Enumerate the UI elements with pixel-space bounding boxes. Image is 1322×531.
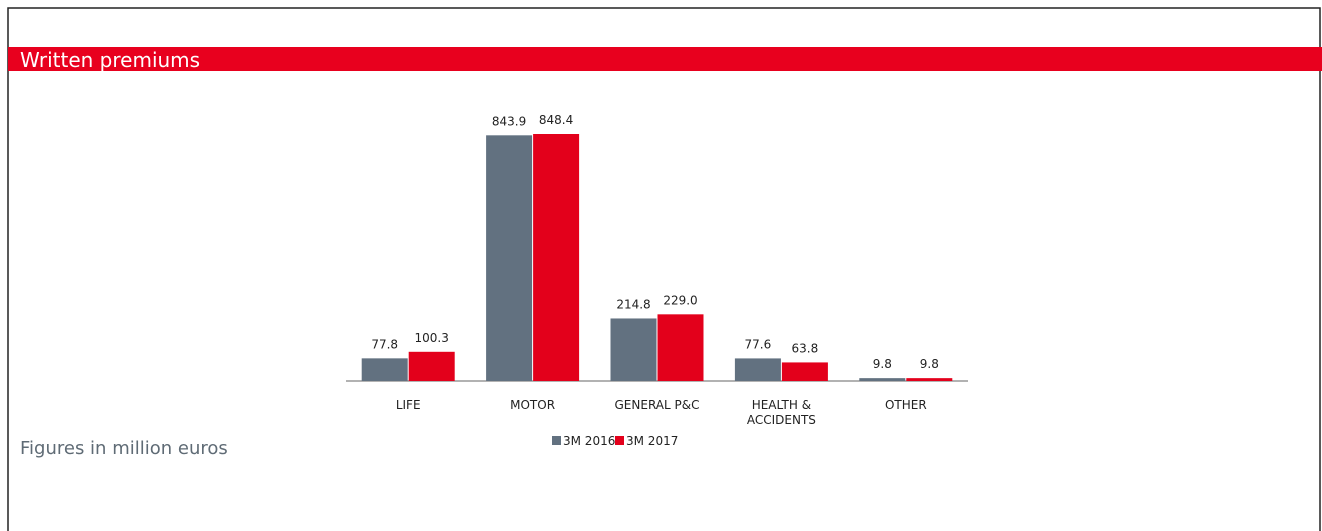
x-tick-label: HEALTH & ACCIDENTS (746, 398, 816, 427)
legend-label: 3M 2016 (563, 434, 615, 448)
data-label: 229.0 (663, 293, 697, 307)
bar (361, 358, 408, 381)
x-tick-label: GENERAL P&C (614, 398, 700, 412)
data-label: 77.8 (371, 337, 398, 351)
title-band (8, 47, 1322, 71)
bar (408, 351, 455, 381)
data-label: 843.9 (492, 114, 526, 128)
bar (906, 378, 953, 381)
x-tick-label: LIFE (395, 398, 421, 412)
bar (781, 362, 828, 381)
bar (657, 314, 704, 381)
legend-swatch (552, 436, 561, 445)
legend-swatch (615, 436, 624, 445)
bar (859, 378, 906, 381)
x-tick-label: MOTOR (510, 398, 556, 412)
x-tick-label: OTHER (884, 398, 927, 412)
page-border (7, 7, 1321, 531)
data-label: 63.8 (792, 341, 819, 355)
bar (734, 358, 781, 381)
bar (533, 134, 580, 381)
footnote: Figures in million euros (20, 438, 228, 459)
bar (610, 318, 657, 381)
legend-label: 3M 2017 (626, 434, 678, 448)
data-label: 9.8 (920, 357, 939, 371)
data-label: 9.8 (873, 357, 892, 371)
data-label: 848.4 (539, 113, 573, 127)
bar (486, 135, 533, 381)
data-label: 214.8 (616, 297, 650, 311)
data-label: 100.3 (415, 331, 449, 345)
chart-title: Written premiums (20, 48, 201, 72)
data-label: 77.6 (745, 337, 772, 351)
